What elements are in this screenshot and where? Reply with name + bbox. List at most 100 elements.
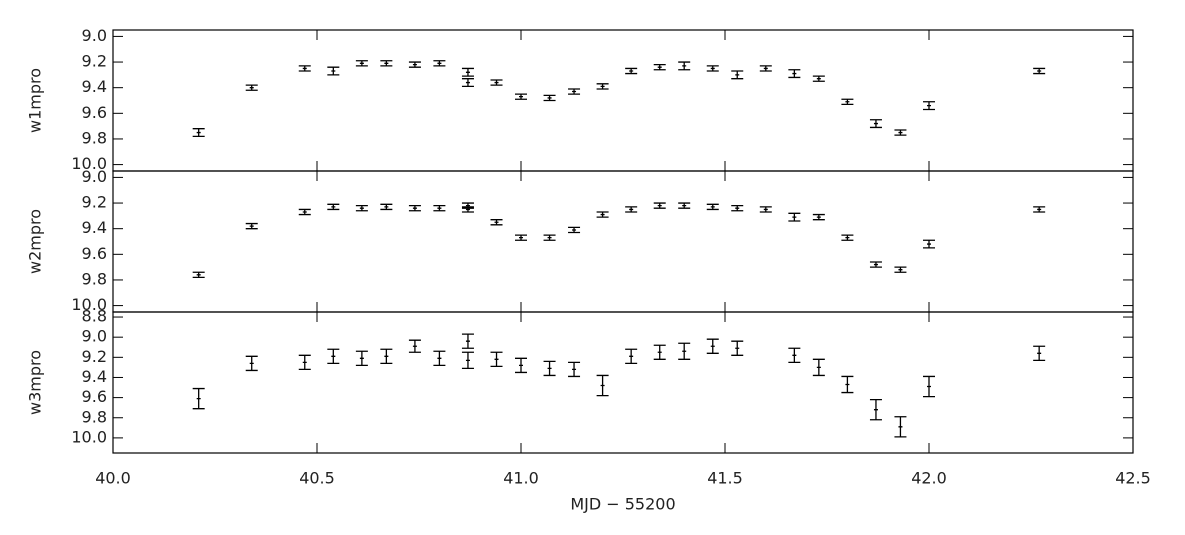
error-bar [380, 203, 393, 211]
error-bar [678, 202, 691, 209]
error-bar [298, 208, 311, 216]
error-bar [245, 222, 258, 230]
error-bar [461, 206, 474, 213]
y-tick-label: 9.4 [82, 367, 107, 386]
error-bar [433, 350, 446, 367]
error-bar [408, 61, 421, 68]
error-bar [461, 351, 474, 370]
error-bar [298, 354, 311, 371]
error-bar [1033, 206, 1046, 213]
error-bar [759, 65, 772, 72]
error-bar [841, 98, 854, 105]
error-bar [245, 84, 258, 91]
y-tick-label: 9.6 [82, 244, 107, 263]
y-tick-label: 10.0 [71, 154, 107, 173]
error-bar [433, 60, 446, 67]
panel-frame [112, 311, 1134, 454]
error-bar [298, 65, 311, 72]
error-bar [869, 261, 882, 268]
error-bar [1033, 345, 1046, 361]
error-bar [355, 204, 368, 212]
panel-frame [112, 170, 1134, 313]
y-tick-label: 9.6 [82, 103, 107, 122]
x-tick-label: 40.0 [95, 469, 131, 488]
y-tick-label: 8.8 [82, 307, 107, 326]
error-bar [543, 360, 556, 377]
error-bar [543, 94, 556, 102]
x-axis-label: MJD − 55200 [570, 495, 675, 514]
error-bar [461, 78, 474, 88]
error-bar [706, 65, 719, 72]
y-tick-label: 10.0 [71, 427, 107, 446]
error-bar [731, 70, 744, 80]
error-bar [515, 357, 527, 374]
error-bar [461, 333, 474, 349]
error-bar [788, 212, 801, 222]
error-bar [515, 93, 527, 100]
error-bar [841, 234, 854, 241]
error-bar [245, 355, 258, 372]
error-bar [568, 88, 581, 95]
error-bar [490, 351, 503, 368]
error-bar [869, 398, 882, 421]
error-bar [759, 206, 772, 213]
x-tick-label: 40.5 [299, 469, 335, 488]
error-bar [490, 79, 503, 86]
error-bar [568, 361, 581, 378]
y-tick-label: 9.0 [82, 167, 107, 186]
error-bar [433, 204, 446, 212]
error-bar [515, 234, 527, 241]
error-bar [869, 119, 882, 129]
error-bar [461, 67, 474, 77]
error-bar [894, 416, 907, 438]
y-axis-label: w3mpro [26, 350, 45, 415]
error-bar [923, 101, 935, 111]
y-tick-label: 9.4 [82, 77, 107, 96]
y-tick-label: 9.8 [82, 407, 107, 426]
y-tick-label: 9.2 [82, 347, 107, 366]
error-bar [408, 204, 421, 212]
error-bar [731, 340, 744, 356]
error-bar [788, 347, 801, 364]
error-bar [894, 129, 907, 136]
y-tick-label: 10.0 [71, 295, 107, 314]
error-bar [192, 271, 205, 279]
error-bar [568, 226, 581, 234]
error-bar [355, 60, 368, 67]
error-bar [625, 206, 638, 213]
panel-frame [112, 29, 1134, 172]
error-bar [678, 342, 691, 360]
error-bar [731, 204, 744, 212]
error-bar [327, 203, 340, 211]
error-bar [812, 358, 825, 377]
error-bar [653, 63, 666, 71]
error-bar [625, 67, 638, 75]
y-tick-label: 9.8 [82, 269, 107, 288]
error-bar [596, 211, 609, 218]
error-bar [923, 239, 935, 249]
error-bar [192, 387, 205, 410]
x-tick-label: 42.0 [911, 469, 947, 488]
error-bar [788, 69, 801, 79]
error-bar [841, 375, 854, 394]
error-bar [894, 266, 907, 273]
y-axis-label: w1mpro [26, 68, 45, 133]
error-bar [543, 234, 556, 241]
y-tick-label: 9.2 [82, 193, 107, 212]
y-axis-label: w2mpro [26, 209, 45, 274]
y-tick-label: 9.8 [82, 128, 107, 147]
y-tick-label: 9.4 [82, 218, 107, 237]
x-tick-label: 42.5 [1115, 469, 1151, 488]
y-tick-label: 9.0 [82, 327, 107, 346]
error-bar [192, 128, 205, 138]
error-bar [596, 83, 609, 90]
x-tick-label: 41.5 [707, 469, 743, 488]
error-bar [490, 219, 503, 226]
error-bar [1033, 67, 1046, 75]
error-bar [812, 213, 825, 221]
error-bar [380, 348, 393, 365]
y-tick-label: 9.0 [82, 26, 107, 45]
error-bar [812, 75, 825, 82]
error-bar [653, 202, 666, 209]
error-bar [706, 338, 719, 354]
